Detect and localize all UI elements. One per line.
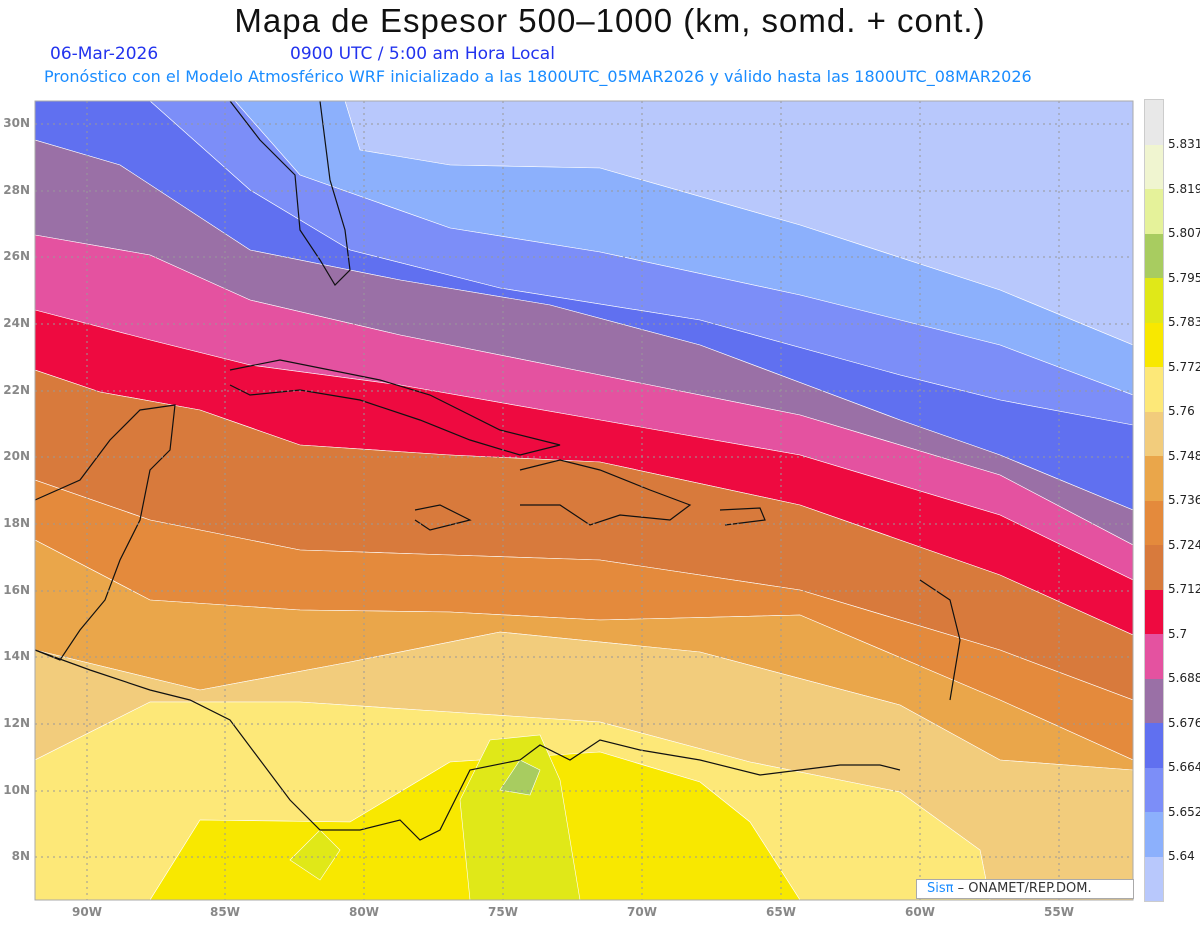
forecast-date: 06-Mar-2026 xyxy=(50,44,159,64)
credit-text: – ONAMET/REP.DOM. xyxy=(953,881,1092,896)
lon-label: 90W xyxy=(72,905,102,919)
thickness-band xyxy=(289,829,341,881)
colorbar-label: 5.676 xyxy=(1168,715,1200,730)
colorbar-swatch xyxy=(1145,367,1163,412)
map-title: Mapa de Espesor 500–1000 (km, somd. + co… xyxy=(234,2,986,39)
colorbar-swatch xyxy=(1145,767,1163,812)
forecast-time: 0900 UTC / 5:00 am Hora Local xyxy=(290,44,555,64)
colorbar-swatch xyxy=(1145,856,1163,901)
colorbar-label: 5.688 xyxy=(1168,671,1200,685)
lon-label: 60W xyxy=(905,905,935,919)
colorbar-label: 5.712 xyxy=(1168,582,1200,596)
colorbar-swatch xyxy=(1145,322,1163,367)
colorbar-swatch xyxy=(1145,278,1163,323)
colorbar xyxy=(1144,99,1164,902)
colorbar-swatch xyxy=(1145,634,1163,679)
colorbar-label: 5.819 xyxy=(1168,181,1200,196)
coastline xyxy=(35,404,176,661)
coastline xyxy=(519,459,692,526)
colorbar-swatch xyxy=(1145,545,1163,590)
coastline xyxy=(414,504,472,531)
lat-label: 18N xyxy=(3,516,30,530)
colorbar-label: 5.724 xyxy=(1168,537,1200,552)
lon-label: 80W xyxy=(349,905,379,919)
colorbar-label: 5.748 xyxy=(1168,448,1200,463)
colorbar-swatch xyxy=(1145,678,1163,723)
colorbar-label: 5.736 xyxy=(1168,493,1200,507)
lon-label: 65W xyxy=(766,905,796,919)
colorbar-label: 5.831 xyxy=(1168,137,1200,151)
lat-label: 28N xyxy=(3,183,30,197)
coastline xyxy=(35,649,901,841)
lat-label: 20N xyxy=(3,449,30,463)
map-frame xyxy=(34,100,1134,901)
lat-label: 10N xyxy=(3,783,30,797)
colorbar-swatch xyxy=(1145,589,1163,634)
lat-label: 12N xyxy=(3,716,30,730)
colorbar-label: 5.64 xyxy=(1168,849,1195,863)
colorbar-swatch xyxy=(1145,233,1163,278)
coastline xyxy=(229,101,351,286)
lat-label: 22N xyxy=(3,383,30,397)
lon-label: 70W xyxy=(627,905,657,919)
colorbar-swatch xyxy=(1145,456,1163,501)
colorbar-label: 5.795 xyxy=(1168,270,1200,285)
lon-label: 75W xyxy=(488,905,518,919)
lat-label: 30N xyxy=(3,116,30,130)
colorbar-label: 5.664 xyxy=(1168,760,1200,774)
lat-label: 8N xyxy=(11,849,30,863)
thickness-band xyxy=(499,759,541,796)
lat-label: 24N xyxy=(3,316,30,330)
colorbar-swatch xyxy=(1145,100,1163,145)
colorbar-label: 5.652 xyxy=(1168,804,1200,819)
sispi-logo: Sisπ xyxy=(927,881,954,896)
colorbar-label: 5.783 xyxy=(1168,315,1200,329)
credit-box: Sisπ – ONAMET/REP.DOM. xyxy=(916,879,1134,899)
colorbar-swatch xyxy=(1145,723,1163,768)
lon-label: 85W xyxy=(210,905,240,919)
lat-label: 16N xyxy=(3,583,30,597)
colorbar-swatch xyxy=(1145,144,1163,189)
colorbar-swatch xyxy=(1145,812,1163,857)
colorbar-label: 5.772 xyxy=(1168,359,1200,374)
colorbar-swatch xyxy=(1145,500,1163,545)
colorbar-swatch xyxy=(1145,411,1163,456)
coastline xyxy=(229,359,561,456)
colorbar-label: 5.7 xyxy=(1168,626,1188,641)
model-info: Pronóstico con el Modelo Atmosférico WRF… xyxy=(44,67,1032,86)
colorbar-label: 5.76 xyxy=(1168,404,1195,418)
colorbar-label: 5.807 xyxy=(1168,226,1200,240)
lat-label: 14N xyxy=(3,649,30,663)
lat-label: 26N xyxy=(3,249,30,263)
thickness-band xyxy=(459,734,581,900)
thickness-shading xyxy=(35,101,1133,900)
coastlines xyxy=(35,101,961,841)
coastline xyxy=(719,507,766,526)
graticule xyxy=(35,101,1133,900)
lon-label: 55W xyxy=(1044,905,1074,919)
coastline xyxy=(919,579,961,701)
colorbar-swatch xyxy=(1145,189,1163,234)
